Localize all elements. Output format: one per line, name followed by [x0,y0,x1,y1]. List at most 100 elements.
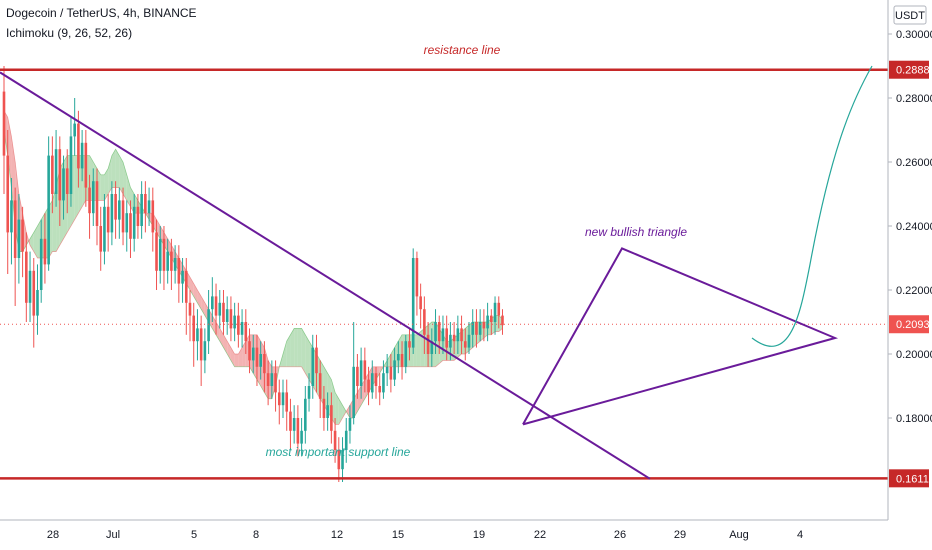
candle [356,354,359,399]
candle [411,248,415,354]
candle [389,354,393,393]
candle [266,360,270,406]
kumo-segment [283,341,287,367]
candle-body [110,194,114,233]
date-tick-label: 12 [331,529,343,541]
kumo-segment [297,328,302,367]
kumo-segment [357,386,362,412]
kumo-segment [111,149,116,188]
candle-body [95,181,99,226]
candle-body [84,142,88,188]
candle-body [203,341,207,361]
resistance-annotation: resistance line [424,43,501,57]
candle [91,168,95,226]
candle [445,315,448,361]
candle [211,277,214,322]
candle [281,379,285,418]
date-tick-label: 8 [253,529,259,541]
candles [2,66,504,482]
candle [300,418,303,457]
price-axis [888,0,932,550]
candle [155,219,158,290]
candle [400,341,404,380]
candle-body [118,200,121,220]
candle [374,366,378,399]
candle-body [471,322,475,335]
candle [497,296,501,329]
price-tick-label: 0.22000 [896,285,932,297]
candle-body [17,219,21,258]
candle [471,309,475,348]
last-price-badge [889,315,929,334]
candle-body [91,181,95,214]
kumo-segment [242,341,246,367]
candle-body [367,379,370,393]
candle [490,309,493,335]
candle [274,360,277,412]
candle-body [400,354,404,367]
candle-body [348,418,352,431]
kumo-segment [33,226,38,258]
candle-body [132,206,136,239]
candle-body [285,392,289,412]
candle-body [88,187,91,214]
candle [158,226,162,284]
projection-curve [751,65,873,347]
candle [277,379,281,425]
candle-body [158,238,162,271]
candle-body [106,206,110,233]
candle [10,178,13,265]
candle [51,136,54,214]
candle-body [255,347,259,367]
candle [103,194,106,265]
candle [456,315,460,354]
candle-body [207,309,210,342]
candle [289,398,292,450]
kumo-segment [305,334,310,380]
candle-body [315,347,318,374]
candle [80,130,84,182]
candle-body [125,213,129,233]
candle-body [225,309,229,322]
candle [307,373,311,412]
candle [441,315,445,354]
candle [147,187,151,226]
candle [99,206,103,271]
candle-body [378,386,382,393]
candle-body [6,155,10,233]
candle-body [441,328,445,342]
candle-body [13,200,17,258]
candle-body [445,328,448,348]
candle-body [304,398,307,431]
kumo-segment [253,334,257,380]
candle [136,194,140,239]
candle [196,309,199,361]
candle-body [382,373,385,393]
candle [84,130,88,207]
kumo-segment [115,149,120,188]
candle [408,328,411,361]
date-tick-label: 26 [614,529,626,541]
resistance-price-badge [889,60,929,79]
support-annotation: most important support line [266,445,411,459]
candle-body [162,238,166,271]
candle-body [341,450,344,470]
candle [62,155,65,220]
candle [173,245,177,284]
candle-body [144,194,147,214]
candle [88,174,91,239]
currency-badge [893,5,927,25]
candle [114,181,117,239]
candle [423,296,426,354]
kumo-segment [193,283,198,303]
date-tick-label: 5 [191,529,197,541]
candle [110,181,114,246]
candle [486,302,489,342]
price-tick-label: 0.18000 [896,413,932,425]
kumo-segment [290,328,295,367]
candle-body [199,328,203,361]
candle-body [28,270,32,303]
kumo-segment [52,187,57,252]
candle [482,309,486,342]
